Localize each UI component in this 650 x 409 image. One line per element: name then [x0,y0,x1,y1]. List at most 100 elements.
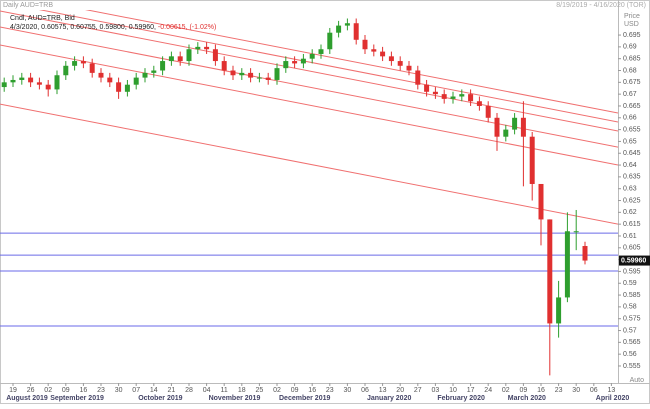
candle-body [468,94,474,102]
y-tick-label: 0.625 [623,197,641,204]
y-tick-label: 0.555 [623,363,641,370]
candle-body [168,56,174,62]
candle-body [54,75,60,90]
x-tick-label: 13 [379,387,387,394]
candle-body [204,46,210,50]
x-tick-label: 30 [572,387,580,394]
candle-body [406,65,412,71]
y-tick-label: 0.57 [623,327,637,334]
date-range: 8/19/2019 - 4/16/2020 (TOR) [556,2,646,9]
month-label: April 2020 [596,395,630,402]
y-tick-label: 0.66 [623,115,637,122]
y-tick-label: 0.61 [623,233,637,240]
trend-line [0,103,618,225]
candle-body [10,79,16,83]
candle-body [520,117,526,137]
last-price-tag [619,255,650,266]
month-label: August 2019 [6,395,48,402]
month-label: January 2020 [367,395,411,402]
x-tick-label: 09 [520,387,528,394]
x-tick-label: 24 [484,387,492,394]
y-tick-label: 0.675 [623,79,641,86]
y-tick-label: 0.63 [623,186,637,193]
candle-body [142,72,148,78]
candle-body [397,61,403,66]
month-label: December 2019 [279,395,330,402]
x-tick-label: 25 [256,387,264,394]
x-tick-label: 18 [238,387,246,394]
candle-body [494,117,500,137]
month-label: March 2020 [508,395,546,402]
candle-body [318,49,324,54]
x-tick-label: 23 [97,387,105,394]
y-tick-label: 0.585 [623,292,641,299]
x-tick-label: 17 [467,387,475,394]
plot-area [0,10,618,376]
candle-body [212,49,218,62]
y-tick-label: 0.695 [623,32,641,39]
x-tick-label: 06 [361,387,369,394]
candle-body [512,117,518,130]
month-label: November 2019 [209,395,261,402]
legend-values: 4/3/2020, 0.60575, 0.60755, 0.59800, 0.5… [10,24,156,31]
month-label: September 2019 [50,395,104,402]
x-tick-label: 16 [80,387,88,394]
candle-body [336,25,342,33]
candle-body [80,61,86,64]
y-axis-label: Price [624,13,640,20]
candle-body [388,56,394,62]
candle-body [256,77,262,79]
y-tick-label: 0.575 [623,316,641,323]
y-tick-label: 0.665 [623,103,641,110]
candle-body [292,61,298,64]
x-tick-label: 16 [308,387,316,394]
candle-body [1,82,7,88]
candle-body [36,82,42,85]
candle-body [564,231,570,298]
candle-body [424,84,430,92]
y-tick-label: 0.58 [623,304,637,311]
candle-body [476,101,482,106]
candle-body [353,23,359,40]
candle-body [98,72,104,78]
x-tick-label: 23 [555,387,563,394]
candle-body [72,61,78,66]
candle-body [28,77,34,83]
x-tick-label: 13 [608,387,616,394]
candle-body [265,77,271,80]
candle-body [485,105,491,118]
x-tick-label: 26 [27,387,35,394]
x-tick-label: 06 [590,387,598,394]
y-tick-label: 0.65 [623,138,637,145]
candle-body [133,77,139,85]
candle-body [160,61,166,71]
y-tick-label: 0.62 [623,209,637,216]
x-tick-label: 02 [502,387,510,394]
candle-body [89,63,95,73]
x-tick-label: 16 [537,387,545,394]
last-price-label: 0.59960 [621,257,646,264]
candle-body [107,77,113,83]
y-axis-label: USD [624,21,639,28]
candle-body [459,94,465,97]
legend-change: -0.00615, (-1.02%) [158,24,216,31]
scale-mode[interactable]: Auto [630,377,645,384]
candle-body [177,56,183,62]
candle-body [450,96,456,99]
candle-body [415,70,421,85]
candle-body [380,51,386,57]
x-tick-label: 19 [9,387,17,394]
candle-body [195,46,201,50]
candle-body [432,91,438,95]
x-tick-label: 23 [326,387,334,394]
legend-name: Cndl, AUD=TRB, Bid [10,15,75,22]
month-label: October 2019 [138,395,182,402]
candle-body [116,82,122,92]
chart-title: Daily AUD=TRB [3,2,53,9]
y-tick-label: 0.595 [623,268,641,275]
y-tick-label: 0.68 [623,67,637,74]
y-tick-label: 0.64 [623,162,637,169]
candle-body [556,297,562,324]
x-tick-label: 10 [449,387,457,394]
